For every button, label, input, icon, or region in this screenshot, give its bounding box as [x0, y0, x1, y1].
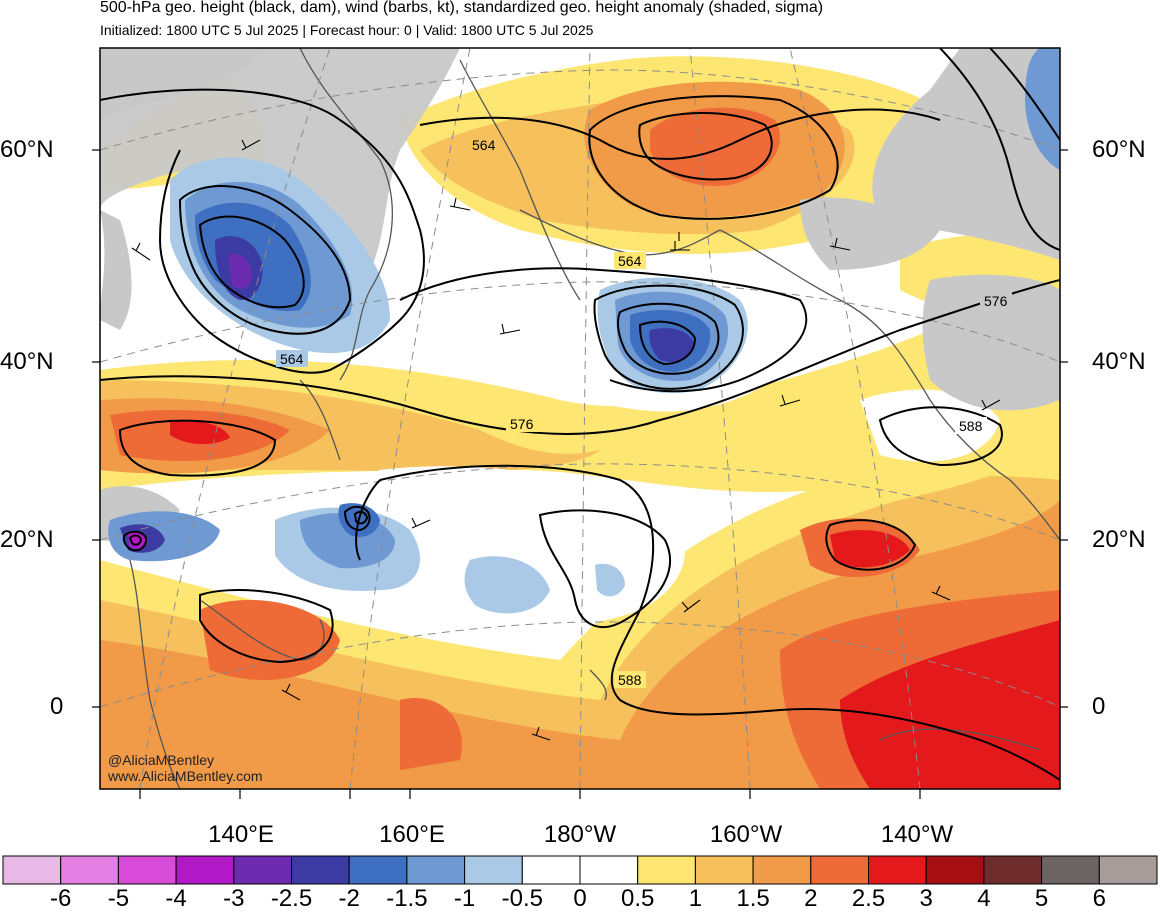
colorbar-swatch	[1041, 855, 1100, 885]
colorbar-tick-label: -1	[453, 885, 476, 912]
colorbar-tick-label: -6	[50, 885, 72, 912]
colorbar-tick-label: -1.5	[386, 885, 428, 912]
colorbar-tick-label: -3	[223, 885, 245, 912]
contour-label: 588	[959, 418, 983, 434]
colorbar-tick-label: 5	[1034, 885, 1049, 912]
colorbar-tick-label: -4	[165, 885, 187, 912]
colorbar-tick-label: 3	[919, 885, 933, 912]
colorbar-swatch	[810, 855, 869, 885]
colorbar-tick-label: -2	[338, 885, 360, 912]
colorbar-swatch	[868, 855, 927, 885]
colorbar-swatch	[291, 855, 350, 885]
colorbar-tick-label: 2.5	[851, 885, 886, 912]
colorbar-swatch	[752, 855, 812, 885]
colorbar-swatch	[464, 855, 523, 885]
colorbar-swatch	[117, 855, 177, 885]
lat-label-left: 0	[50, 693, 64, 720]
lon-label: 180°W	[543, 821, 617, 848]
chart-title: 500-hPa geo. height (black, dam), wind (…	[100, 0, 824, 16]
lat-label-right: 20°N	[1092, 526, 1146, 553]
colorbar-tick-label: 0.5	[621, 885, 655, 912]
colorbar-tick-label: 4	[977, 885, 991, 912]
contour-label: 576	[984, 293, 1008, 309]
contour-label: 564	[472, 137, 496, 153]
lat-label-right: 0	[1092, 693, 1106, 720]
lat-label-right: 60°N	[1092, 136, 1146, 163]
colorbar-tick-label: 1.5	[736, 885, 770, 912]
colorbar-swatch	[233, 855, 293, 885]
colorbar-swatch	[637, 855, 696, 885]
colorbar-swatch	[175, 855, 235, 885]
colorbar-swatch	[694, 855, 754, 885]
lon-label: 140°E	[208, 821, 274, 848]
colorbar-tick-label: -5	[107, 885, 130, 912]
lat-label-left: 20°N	[0, 526, 54, 553]
lat-ticks	[92, 149, 1068, 708]
lat-label-right: 40°N	[1092, 348, 1146, 375]
wind-barbs	[131, 139, 1001, 741]
colorbar-swatch	[579, 855, 639, 885]
colorbar-swatch	[406, 855, 466, 885]
colorbar	[2, 855, 1158, 885]
colorbar-tick-label: -2.5	[270, 885, 313, 912]
colorbar-tick-label: 6	[1092, 885, 1106, 912]
colorbar-swatch	[60, 855, 119, 885]
lat-label-left: 40°N	[0, 348, 54, 375]
colorbar-swatch	[2, 855, 62, 885]
lon-label: 140°W	[880, 821, 954, 848]
colorbar-tick-label: 0	[573, 885, 587, 912]
anomaly-shading	[100, 48, 1060, 789]
colorbar-tick-label: -0.5	[501, 885, 543, 912]
contour-label: 564	[618, 253, 642, 269]
contour-labels: 564 564 564 576 576 588 588	[276, 136, 1012, 688]
colorbar-tick-label: 1	[688, 885, 703, 912]
colorbar-swatch	[983, 855, 1043, 885]
lon-ticks	[139, 789, 921, 799]
contour-label: 588	[618, 672, 642, 688]
contour-label: 576	[510, 416, 534, 432]
graticule	[100, 48, 1060, 789]
colorbar-swatch	[925, 855, 985, 885]
colorbar-swatch	[348, 855, 408, 885]
credit-handle: @AliciaMBentley	[108, 752, 215, 768]
colorbar-swatch	[1098, 855, 1158, 885]
lon-label: 160°W	[709, 821, 783, 848]
lat-label-left: 60°N	[0, 136, 54, 163]
colorbar-swatch	[521, 855, 581, 885]
chart-subtitle: Initialized: 1800 UTC 5 Jul 2025 | Forec…	[100, 22, 594, 38]
credit-site: www.AliciaMBentley.com	[108, 768, 263, 784]
height-contours	[100, 48, 1060, 781]
contour-label: 564	[280, 351, 304, 367]
lon-label: 160°E	[379, 821, 445, 848]
colorbar-tick-label: 2	[804, 885, 818, 912]
